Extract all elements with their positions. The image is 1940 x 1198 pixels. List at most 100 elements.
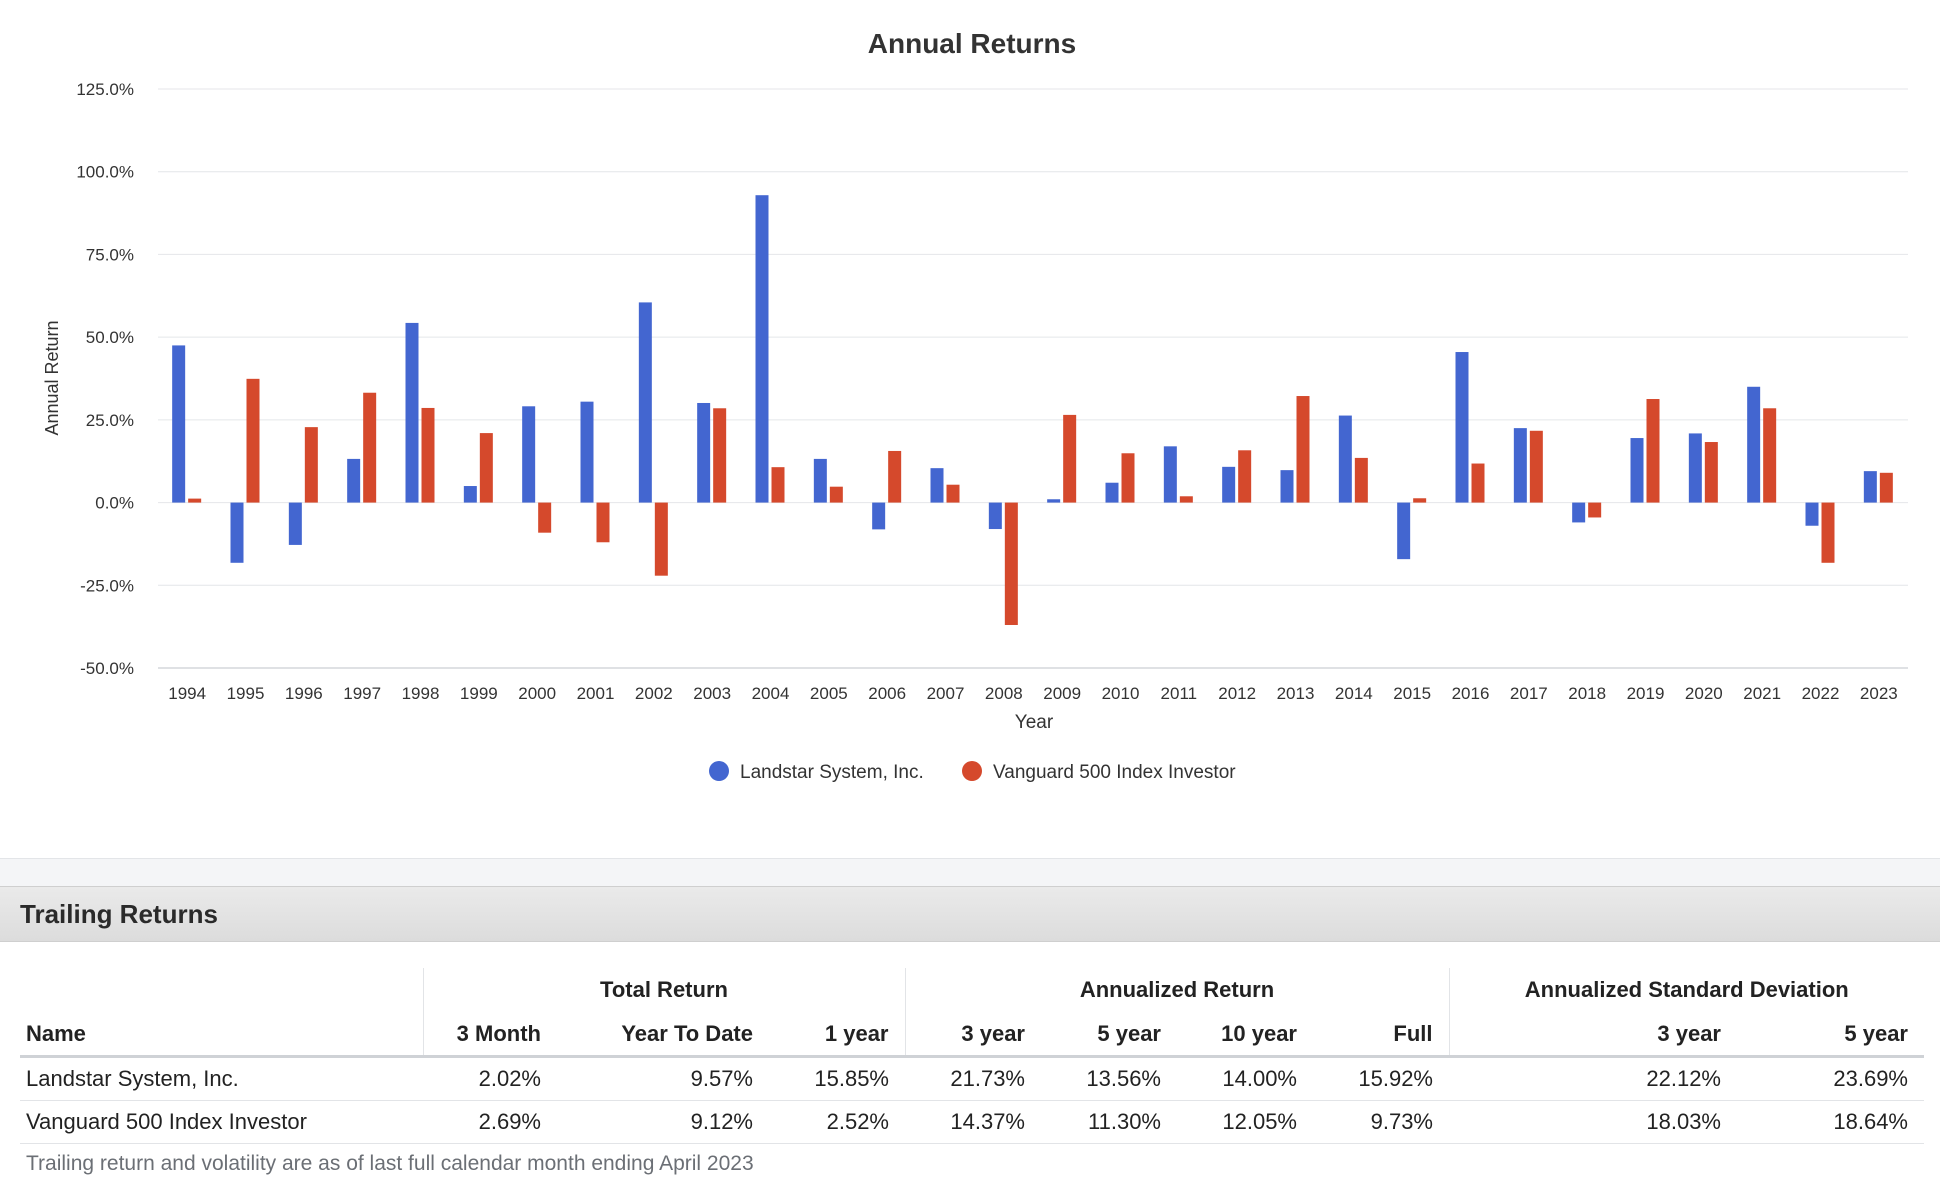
col-header: Full [1313,1012,1449,1058]
cell: 15.92% [1313,1056,1449,1101]
bar [1222,466,1236,503]
bar [872,502,886,530]
x-axis-label: Year [1015,712,1054,733]
y-tick-label: 125.0% [76,80,134,99]
x-tick-label: 2008 [985,684,1023,703]
trailing-returns-table: Total Return Annualized Return Annualize… [20,968,1924,1144]
bar [479,433,493,503]
group-total-return: Total Return [422,968,905,1012]
bar [1280,470,1294,503]
bar [813,458,827,503]
x-tick-label: 2016 [1452,684,1490,703]
x-tick-label: 2005 [810,684,848,703]
cell: 15.85% [769,1056,905,1101]
x-tick-label: 1998 [402,684,440,703]
bar [580,401,594,503]
bar [1572,502,1586,523]
x-tick-label: 2012 [1218,684,1256,703]
y-tick-label: 50.0% [86,328,134,347]
chart-svg: Annual Returns -50.0% -25.0% 0.0% 25.0% 50.0… [42,28,1908,783]
group-empty [20,968,423,1012]
bar [596,502,610,543]
row-name: Vanguard 500 Index Investor [20,1100,423,1144]
bar [988,502,1002,530]
x-tick-label: 2018 [1568,684,1606,703]
group-header-row: Total Return Annualized Return Annualize… [20,968,1924,1012]
bar [1513,428,1527,503]
bar [1354,457,1368,503]
legend: Landstar System, Inc. Vanguard 500 Index … [709,761,1236,783]
table-row: Landstar System, Inc. 2.02% 9.57% 15.85%… [20,1056,1924,1101]
bar [538,502,552,533]
bar [522,406,536,503]
x-tick-label: 2019 [1627,684,1665,703]
x-tick-label: 2004 [752,684,790,703]
bar [1630,438,1644,503]
bar [888,450,902,503]
bar [347,458,361,503]
cell: 11.30% [1041,1100,1177,1144]
bar [172,345,186,503]
bar [1747,386,1761,503]
cell: 13.56% [1041,1056,1177,1101]
bar [1063,414,1077,503]
cell: 12.05% [1177,1100,1313,1144]
x-tick-label: 2000 [518,684,556,703]
section-title: Trailing Returns [20,899,218,929]
cell: 14.37% [905,1100,1041,1144]
x-tick-label: 2015 [1393,684,1431,703]
separator-band [0,858,1940,887]
cell: 21.73% [905,1056,1041,1101]
cell: 18.64% [1737,1100,1924,1144]
x-tick-label: 1995 [227,684,265,703]
y-axis-ticks: -50.0% -25.0% 0.0% 25.0% 50.0% 75.0% 100.0% 125… [76,80,134,678]
legend-marker-icon [962,761,982,781]
bar [1121,453,1135,503]
col-header: 10 year [1177,1012,1313,1058]
col-header: 3 year [904,1012,1041,1058]
x-tick-label: 2002 [635,684,673,703]
col-header: Year To Date [557,1012,769,1058]
row-name: Landstar System, Inc. [20,1056,423,1101]
annual-returns-chart: Annual Returns -50.0% -25.0% 0.0% 25.0% 50.0… [42,28,1908,783]
bar [1879,472,1893,503]
bar [1763,408,1777,503]
bar [463,486,477,503]
cell: 18.03% [1449,1100,1737,1144]
y-tick-label: 100.0% [76,163,134,182]
bar [946,484,960,503]
bar [930,468,944,503]
bar [230,502,244,563]
footnote: Trailing return and volatility are as of… [26,1152,754,1175]
x-tick-label: 2020 [1685,684,1723,703]
cell: 14.00% [1177,1056,1313,1101]
x-tick-label: 1997 [343,684,381,703]
legend-label: Landstar System, Inc. [740,762,924,783]
bar [829,486,843,503]
table-row: Vanguard 500 Index Investor 2.69% 9.12% … [20,1100,1924,1144]
x-tick-label: 1996 [285,684,323,703]
bar [1529,430,1543,503]
bar [1397,502,1411,560]
x-tick-label: 2011 [1161,684,1198,703]
x-tick-label: 1994 [168,684,206,703]
bar [1047,499,1061,503]
bar [1821,502,1835,563]
x-tick-label: 2009 [1043,684,1081,703]
x-tick-label: 2006 [868,684,906,703]
y-tick-label: -25.0% [80,576,134,595]
bar [1455,352,1469,503]
chart-title: Annual Returns [868,28,1076,59]
cell: 23.69% [1737,1056,1924,1101]
y-tick-label: -50.0% [80,659,134,678]
x-tick-label: 1999 [460,684,498,703]
y-tick-label: 75.0% [86,245,134,264]
x-tick-label: 2022 [1802,684,1840,703]
cell: 22.12% [1449,1056,1737,1101]
x-tick-label: 2013 [1277,684,1315,703]
x-tick-label: 2003 [693,684,731,703]
trailing-returns-header: Trailing Returns [0,886,1940,942]
bar [246,378,260,503]
cell: 2.52% [769,1100,905,1144]
y-tick-label: 25.0% [86,411,134,430]
